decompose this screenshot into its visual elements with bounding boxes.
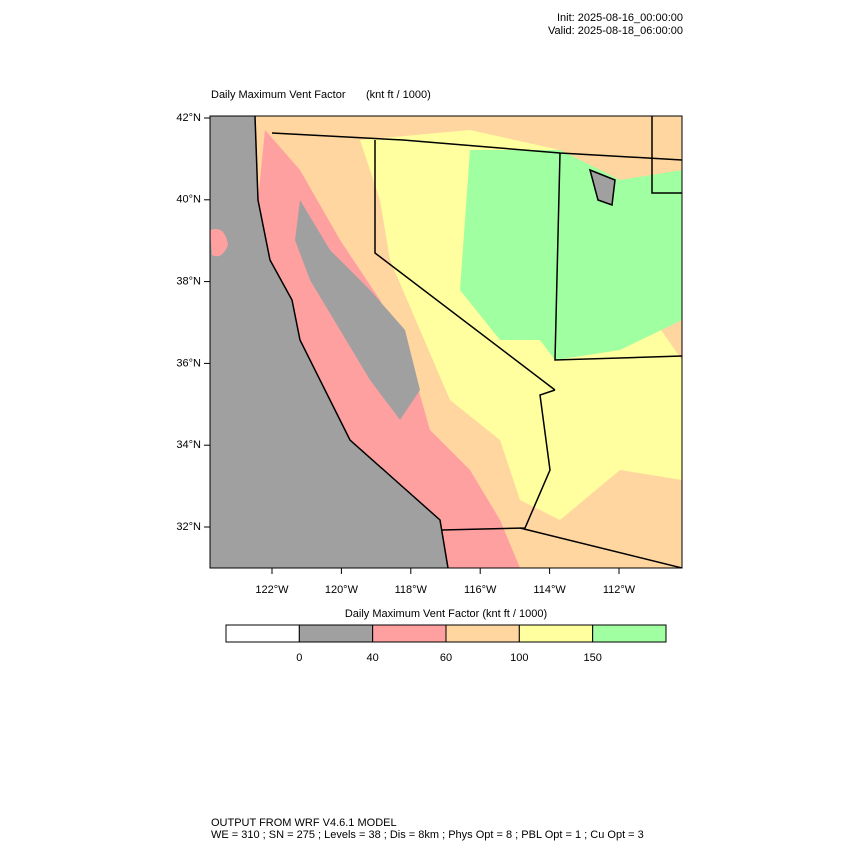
lon-label: 114°W [533,584,566,596]
init-time: Init: 2025-08-16_00:00:00 [557,12,683,24]
lon-label: 122°W [255,584,289,596]
map-title: Daily Maximum Vent Factor [211,89,346,101]
map [210,116,682,568]
lat-label: 32°N [176,521,201,533]
lat-label: 34°N [176,439,201,451]
map-frame [209,115,683,569]
colorbar-box [592,624,667,643]
footer-line: OUTPUT FROM WRF V4.6.1 MODEL [211,817,397,829]
colorbar-label: 100 [510,652,528,664]
lat-label: 38°N [176,276,201,288]
lat-label: 36°N [176,357,201,369]
lon-label: 112°W [603,584,636,596]
lat-label: 40°N [176,194,201,206]
colorbar-box [372,624,447,643]
lat-label: 42°N [176,112,201,124]
colorbar-title: Daily Maximum Vent Factor (knt ft / 1000… [345,608,547,620]
footer-line: WE = 310 ; SN = 275 ; Levels = 38 ; Dis … [211,829,644,841]
colorbar-box [298,624,374,643]
colorbar-label: 40 [367,652,379,664]
map-units: (knt ft / 1000) [366,89,431,101]
lon-label: 118°W [395,584,428,596]
colorbar-label: 60 [440,652,452,664]
valid-time: Valid: 2025-08-18_06:00:00 [548,25,683,37]
colorbar-label: 150 [583,652,601,664]
lon-label: 120°W [325,584,359,596]
lon-label: 116°W [464,584,497,596]
colorbar-label: 0 [296,652,302,664]
colorbar-box [518,624,594,643]
colorbar-box [225,624,300,643]
colorbar-box [445,624,520,643]
